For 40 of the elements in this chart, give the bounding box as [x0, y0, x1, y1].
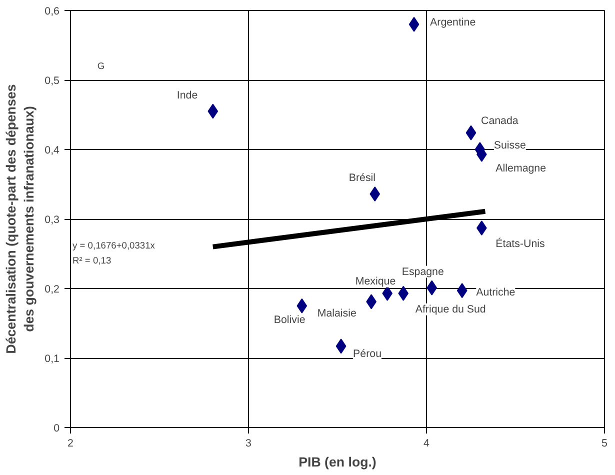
series-label: Brésil	[348, 172, 376, 184]
point	[408, 16, 420, 32]
annotation: G	[97, 61, 105, 72]
y-axis-title: Décentralisation (quote-part des dépenses des gouvernements infranationaux)	[4, 84, 37, 354]
series-label: Mexique	[355, 275, 396, 288]
x-tick-label: 5	[602, 438, 608, 450]
x-tick-label: 4	[424, 438, 430, 450]
point	[466, 125, 476, 140]
point	[382, 286, 393, 301]
y-tick-label: 0,2	[44, 284, 60, 296]
point	[426, 280, 438, 296]
y-tick-label: 0	[54, 422, 60, 434]
y-tick-label: 0,6	[44, 6, 60, 18]
point	[456, 283, 468, 298]
series-label: Malaisie	[317, 308, 356, 320]
point	[398, 286, 409, 301]
series-label: Suisse	[494, 140, 526, 152]
annotation: R² = 0,13	[72, 256, 112, 266]
y-tick-label: 0,1	[44, 353, 60, 365]
y-tick-label: 0,3	[44, 214, 60, 226]
series-label: Afrique du Sud	[415, 303, 486, 316]
series-label: Bolivie	[274, 314, 306, 326]
series-label: Canada	[481, 114, 518, 127]
point	[336, 338, 346, 354]
series-label: Inde	[176, 89, 198, 102]
series-label: Allemagne	[496, 162, 546, 174]
x-tick-label: 3	[246, 438, 252, 450]
point	[370, 186, 380, 202]
y-tick-label: 0,4	[44, 144, 60, 156]
x-tick-label: 2	[68, 438, 74, 450]
point	[208, 104, 218, 119]
series-label: Argentine	[430, 16, 476, 28]
series-label: Espagne	[402, 266, 444, 278]
x-axis-title: PIB (en log.)	[298, 454, 376, 470]
series-label: États-Unis	[496, 237, 545, 250]
series-label: Pérou	[353, 348, 382, 360]
series-label: Autriche	[476, 286, 516, 299]
annotation: y = 0,1676+0,0331x	[72, 240, 156, 250]
point	[296, 298, 308, 314]
y-tick-label: 0,5	[44, 75, 60, 87]
